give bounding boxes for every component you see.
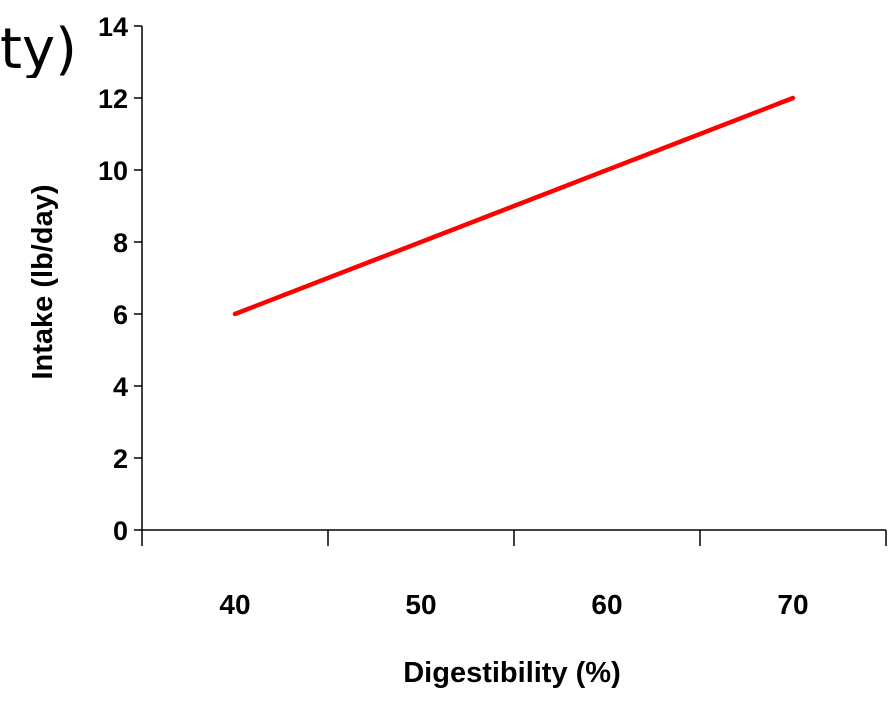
y-tick-label: 0: [113, 516, 128, 546]
x-tick-label: 70: [777, 589, 808, 620]
x-tick-label: 50: [405, 589, 436, 620]
y-tick-label: 10: [98, 156, 128, 186]
cut-off-title-fragment: ty): [0, 17, 77, 82]
series-line-intake: [232, 95, 796, 317]
series-layer: [232, 95, 796, 317]
y-tick-label: 6: [113, 300, 128, 330]
y-axis-label: Intake (lb/day): [27, 185, 59, 380]
y-tick-label: 14: [98, 12, 128, 42]
y-tick-label: 2: [113, 444, 128, 474]
axes: [141, 26, 886, 531]
x-axis-label: Digestibility (%): [403, 657, 621, 689]
y-tick-label: 12: [98, 84, 128, 114]
x-tick-label: 40: [219, 589, 250, 620]
ticks: 0 2 4 6 8 10 12 14 40 50 60 70: [98, 12, 887, 620]
y-tick-label: 8: [113, 228, 128, 258]
x-tick-label: 60: [591, 589, 622, 620]
y-tick-label: 4: [113, 372, 128, 402]
